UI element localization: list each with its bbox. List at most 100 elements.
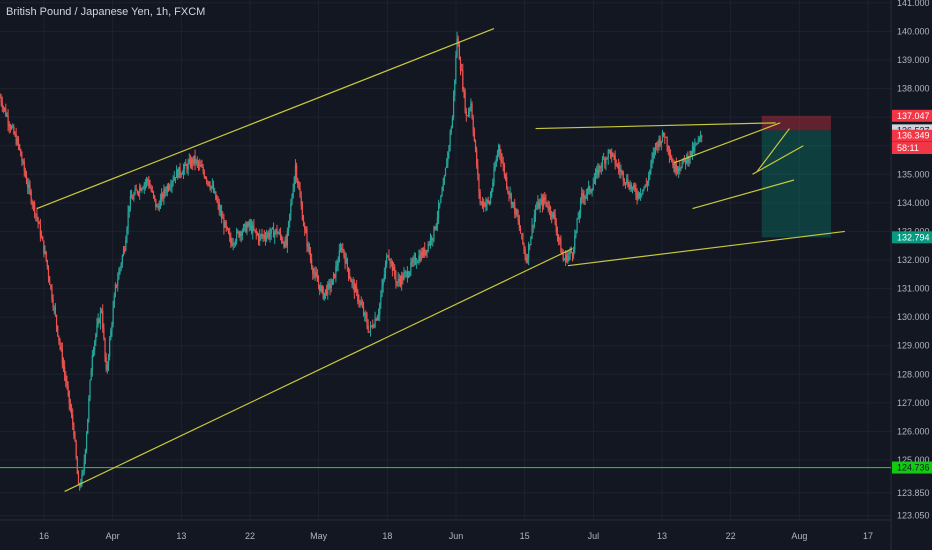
candle-body bbox=[354, 286, 357, 293]
candle-body bbox=[97, 319, 99, 325]
candle-body bbox=[141, 188, 143, 191]
candle-body bbox=[241, 231, 243, 236]
candle-body bbox=[119, 267, 121, 272]
candle-body bbox=[286, 230, 288, 246]
candle-body bbox=[260, 234, 262, 236]
candle-body bbox=[83, 460, 85, 471]
candle-body bbox=[594, 172, 597, 180]
candle-body bbox=[251, 224, 253, 233]
candle-body bbox=[157, 206, 159, 207]
candle-body bbox=[230, 236, 232, 244]
candle-body bbox=[294, 165, 297, 178]
candle-body bbox=[396, 282, 398, 284]
candle-body bbox=[100, 310, 103, 312]
candle-body bbox=[377, 314, 380, 318]
candle-body bbox=[264, 237, 267, 240]
candle-body bbox=[616, 164, 619, 166]
candle-body bbox=[469, 108, 471, 112]
candle-body bbox=[470, 103, 472, 109]
candle-body bbox=[531, 225, 533, 237]
candle-body bbox=[621, 171, 623, 172]
candle-body bbox=[636, 195, 638, 199]
candle-body bbox=[529, 244, 531, 246]
candle-body bbox=[342, 249, 344, 251]
candle-body bbox=[254, 229, 256, 231]
candle-body bbox=[511, 201, 514, 205]
candle-body bbox=[526, 258, 529, 262]
candle-body bbox=[474, 140, 477, 150]
candle-body bbox=[547, 206, 549, 210]
candle-body bbox=[694, 144, 696, 152]
candle-body bbox=[533, 215, 535, 226]
candle-body bbox=[593, 179, 595, 185]
candle-body bbox=[386, 256, 388, 265]
candle-body bbox=[171, 182, 173, 187]
candle-body bbox=[305, 229, 307, 233]
candle-body bbox=[458, 44, 460, 60]
candle-body bbox=[697, 139, 699, 144]
candle-body bbox=[134, 189, 136, 195]
candle-body bbox=[698, 138, 701, 140]
candle-body bbox=[194, 155, 196, 164]
candle-body bbox=[54, 307, 56, 315]
candle-body bbox=[406, 271, 409, 278]
candle-body bbox=[344, 255, 346, 264]
candle-body bbox=[308, 244, 310, 254]
candle-body bbox=[91, 355, 93, 371]
candle-body bbox=[407, 275, 410, 278]
candle-body bbox=[69, 403, 72, 410]
candle-body bbox=[586, 188, 589, 195]
candle-body bbox=[545, 199, 547, 202]
candle-body bbox=[259, 234, 261, 241]
candle-body bbox=[346, 258, 348, 268]
candle-body bbox=[701, 135, 703, 138]
candle-body bbox=[539, 202, 541, 209]
candle-body bbox=[192, 159, 194, 164]
candle-body bbox=[285, 239, 287, 246]
candle-body bbox=[650, 162, 652, 171]
candle-body bbox=[29, 184, 31, 192]
candle-body bbox=[6, 115, 8, 117]
candle-body bbox=[357, 290, 359, 301]
candle-body bbox=[278, 232, 280, 234]
candle-body bbox=[437, 205, 440, 218]
candle-body bbox=[66, 382, 68, 386]
candle-body bbox=[668, 150, 671, 157]
x-tick-label: 13 bbox=[657, 531, 667, 541]
candle-body bbox=[13, 126, 15, 134]
candle-body bbox=[574, 235, 576, 250]
candle-body bbox=[551, 214, 553, 218]
candle-body bbox=[504, 174, 507, 177]
x-tick-label: 22 bbox=[245, 531, 255, 541]
candle-body bbox=[436, 217, 439, 225]
candle-body bbox=[618, 164, 620, 169]
candle-body bbox=[620, 171, 622, 172]
candle-body bbox=[154, 195, 156, 199]
candle-body bbox=[214, 191, 216, 193]
candle-body bbox=[577, 218, 579, 220]
candle-body bbox=[536, 207, 538, 209]
candle-body bbox=[540, 199, 542, 203]
candle-body bbox=[358, 300, 360, 303]
candle-body bbox=[622, 171, 624, 181]
candle-body bbox=[510, 193, 512, 205]
candle-body bbox=[296, 165, 298, 179]
candle-body bbox=[409, 271, 411, 276]
candle-body bbox=[345, 258, 347, 264]
trendline bbox=[752, 145, 804, 175]
candle-body bbox=[215, 191, 217, 200]
candle-body bbox=[609, 149, 612, 157]
x-tick-label: 15 bbox=[520, 531, 530, 541]
candle-body bbox=[667, 146, 669, 151]
candle-body bbox=[110, 330, 112, 340]
candle-body bbox=[459, 59, 462, 70]
candle-body bbox=[391, 261, 394, 271]
candle-body bbox=[88, 398, 90, 419]
candle-body bbox=[31, 202, 33, 205]
candle-body bbox=[532, 225, 534, 226]
candle-body bbox=[448, 146, 450, 153]
candle-body bbox=[162, 193, 164, 199]
trendline bbox=[36, 28, 495, 210]
candle-body bbox=[114, 284, 117, 296]
